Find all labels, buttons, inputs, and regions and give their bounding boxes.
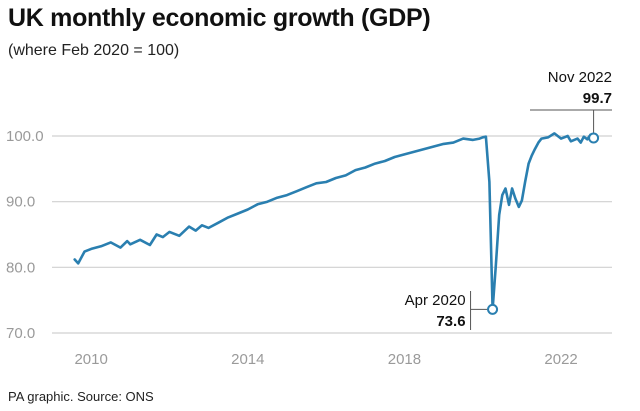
x-tick-label: 2010 bbox=[74, 351, 107, 368]
y-tick-label: 70.0 bbox=[6, 325, 35, 342]
annotation-marker bbox=[588, 132, 600, 144]
annotation-value: 73.6 bbox=[436, 313, 465, 330]
gdp-line-chart: 70.0 80.0 90.0 100.0 2010 2014 2018 2022 Apr 20… bbox=[6, 69, 612, 368]
chart-title: UK monthly economic growth (GDP) bbox=[8, 4, 431, 32]
x-tick-label: 2018 bbox=[388, 351, 421, 368]
annotation-layer: Apr 2020 73.6 Nov 2022 99.7 bbox=[405, 69, 612, 330]
x-tick-label: 2022 bbox=[544, 351, 577, 368]
grid-layer bbox=[52, 135, 612, 334]
annotation-marker bbox=[487, 303, 499, 315]
x-tick-label: 2014 bbox=[231, 351, 264, 368]
y-tick-label: 80.0 bbox=[6, 259, 35, 276]
tick-layer: 70.0 80.0 90.0 100.0 2010 2014 2018 2022 bbox=[6, 128, 578, 368]
annotation-label: Nov 2022 bbox=[548, 69, 612, 86]
annotation-label: Apr 2020 bbox=[405, 292, 466, 309]
annotation-value: 99.7 bbox=[583, 90, 612, 107]
series-layer bbox=[73, 132, 595, 311]
gdp-series-line bbox=[73, 132, 595, 311]
y-tick-label: 90.0 bbox=[6, 194, 35, 211]
source-note: PA graphic. Source: ONS bbox=[8, 389, 154, 404]
y-tick-label: 100.0 bbox=[6, 128, 44, 145]
chart-subtitle: (where Feb 2020 = 100) bbox=[8, 42, 180, 59]
